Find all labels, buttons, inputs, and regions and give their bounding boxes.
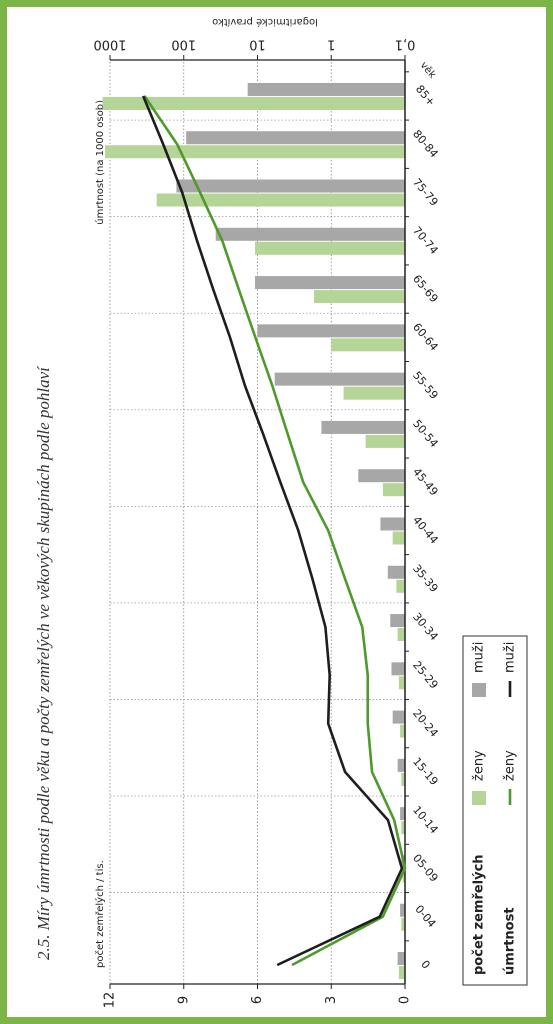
- legend-label: ženy: [503, 750, 518, 781]
- y2-tick-label: 0,1: [395, 37, 416, 52]
- y-tick-label: 0: [398, 996, 413, 1004]
- bar: [400, 903, 406, 917]
- bar: [176, 179, 405, 193]
- legend-label: muži: [503, 642, 518, 673]
- bar: [255, 241, 405, 255]
- bar: [365, 434, 405, 448]
- legend-title: počet zemřelých: [472, 854, 487, 975]
- bar: [397, 628, 405, 642]
- bar: [390, 614, 405, 628]
- bar: [401, 917, 405, 931]
- bar: [314, 290, 405, 304]
- bar: [396, 579, 406, 593]
- y2-tick-label: 1000: [93, 37, 126, 52]
- y-tick-label: 9: [176, 996, 191, 1004]
- legend-label: muži: [472, 642, 487, 673]
- bar: [391, 662, 405, 676]
- bar: [401, 772, 405, 786]
- bar: [392, 531, 406, 545]
- legend-box: [462, 635, 528, 986]
- bar: [387, 565, 405, 579]
- bar: [358, 469, 405, 483]
- bar: [398, 676, 405, 690]
- bar: [215, 227, 405, 241]
- bar: [400, 724, 406, 738]
- bar: [321, 420, 405, 434]
- bar: [398, 966, 405, 979]
- bar: [186, 131, 405, 145]
- bar: [392, 710, 406, 724]
- canvas: [7, 7, 546, 1017]
- y-tick-label: 3: [324, 996, 339, 1004]
- y-tick-label: 6: [250, 996, 265, 1004]
- bar: [247, 82, 405, 96]
- bar: [331, 338, 405, 352]
- y2-note: logaritmické pravítko: [212, 16, 318, 28]
- bar: [397, 758, 405, 772]
- legend-swatch: [472, 791, 486, 805]
- y2-tick-label: 10: [249, 37, 266, 52]
- bar: [255, 276, 405, 290]
- bar: [400, 807, 406, 821]
- chart-title: 2.5. Míry úmrtnosti podle věku a počty z…: [34, 366, 53, 960]
- y2-axis-label: úmrtnost (na 1000 osob): [94, 100, 106, 225]
- line: [143, 95, 407, 967]
- legend-title: úmrtnost: [503, 907, 518, 975]
- bar: [401, 821, 405, 835]
- y-axis-label: počet zemřelých / tis.: [94, 860, 106, 968]
- bar: [257, 324, 405, 338]
- bar: [156, 193, 405, 207]
- y2-tick-label: 1: [327, 37, 335, 52]
- bar: [102, 96, 405, 110]
- y2-tick-label: 100: [171, 37, 196, 52]
- bar: [397, 952, 405, 965]
- y-tick-label: 12: [103, 992, 118, 1009]
- bar: [380, 517, 405, 531]
- legend-label: ženy: [472, 750, 487, 781]
- legend-swatch: [472, 683, 486, 697]
- bar: [274, 372, 406, 386]
- bar: [343, 386, 405, 400]
- line: [141, 95, 404, 967]
- bar: [382, 483, 405, 497]
- bar: [105, 145, 405, 159]
